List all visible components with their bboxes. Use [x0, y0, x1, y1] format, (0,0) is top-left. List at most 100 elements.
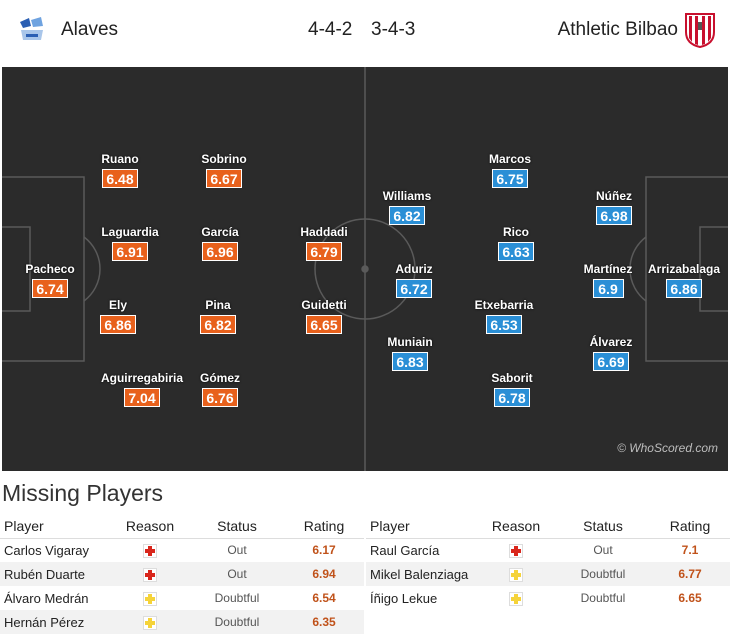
player-rating: 6.53 [486, 315, 522, 334]
table-header-row: Player Reason Status Rating [0, 514, 364, 539]
player-marker[interactable]: Rico 6.63 [471, 225, 561, 262]
home-formation: 4-4-2 [308, 19, 353, 40]
away-team-name[interactable]: Athletic Bilbao [557, 19, 678, 40]
missing-rating: 6.94 [284, 562, 364, 586]
missing-reason [110, 562, 190, 586]
injury-cross-icon [143, 544, 157, 559]
player-rating: 6.98 [596, 206, 632, 225]
player-rating: 6.79 [306, 242, 342, 261]
col-player-header[interactable]: Player [0, 514, 110, 539]
player-marker[interactable]: Guidetti 6.65 [279, 298, 369, 335]
player-marker[interactable]: Aduriz 6.72 [369, 262, 459, 299]
missing-status: Doubtful [214, 591, 260, 605]
missing-reason [110, 610, 190, 634]
missing-rating: 6.17 [312, 543, 336, 558]
table-row: Álvaro Medrán Doubtful 6.54 [0, 586, 364, 610]
table-row: Hernán Pérez Doubtful 6.35 [0, 610, 364, 634]
player-name: Aduriz [395, 262, 433, 276]
player-marker[interactable]: Sobrino 6.67 [179, 152, 269, 189]
player-name: Arrizabalaga [647, 262, 721, 276]
player-marker[interactable]: Arrizabalaga 6.86 [639, 262, 728, 299]
athletic-crest-icon [685, 13, 715, 48]
player-rating: 6.91 [112, 242, 148, 261]
home-missing-table: Player Reason Status Rating Carlos Vigar… [0, 514, 364, 634]
player-name: Rico [502, 225, 529, 239]
col-status-header[interactable]: Status [190, 514, 284, 539]
player-marker[interactable]: Álvarez 6.69 [566, 335, 656, 372]
injury-cross-icon [509, 544, 523, 559]
missing-reason [476, 538, 556, 562]
col-player-header[interactable]: Player [366, 514, 476, 539]
player-name: Muniain [387, 335, 433, 349]
player-rating: 6.83 [392, 352, 428, 371]
player-marker[interactable]: Martínez 6.9 [563, 262, 653, 299]
col-status-header[interactable]: Status [556, 514, 650, 539]
missing-rating: 6.54 [312, 591, 336, 605]
player-marker[interactable]: Marcos 6.75 [465, 152, 555, 189]
player-name: Pina [205, 298, 231, 312]
match-header: Alaves 4-4-2 3-4-3 Athletic Bilbao [0, 0, 730, 66]
player-rating: 6.48 [102, 169, 138, 188]
player-name: Williams [382, 189, 432, 203]
table-row: Íñigo Lekue Doubtful 6.65 [366, 586, 730, 610]
player-name: Sobrino [201, 152, 247, 166]
doubtful-cross-icon [509, 591, 523, 606]
player-rating: 6.86 [666, 279, 702, 298]
player-rating: 6.9 [592, 279, 624, 298]
missing-player-name[interactable]: Álvaro Medrán [4, 590, 89, 606]
player-marker[interactable]: Ruano 6.48 [75, 152, 165, 189]
player-marker[interactable]: Williams 6.82 [362, 189, 452, 226]
player-name: Aguirregabiria [100, 371, 184, 385]
player-name: García [201, 225, 239, 239]
missing-player-name[interactable]: Íñigo Lekue [370, 590, 438, 606]
player-marker[interactable]: García 6.96 [175, 225, 265, 262]
missing-rating: 6.65 [678, 591, 702, 605]
player-name: Martínez [583, 262, 633, 276]
player-name: Ruano [101, 152, 139, 166]
missing-status: Out [593, 543, 613, 558]
missing-status: Doubtful [190, 610, 284, 634]
injury-cross-icon [143, 567, 157, 582]
player-marker[interactable]: Ely 6.86 [73, 298, 163, 335]
player-marker[interactable]: Etxebarria 6.53 [459, 298, 549, 335]
player-rating: 6.96 [202, 242, 238, 261]
player-marker[interactable]: Pina 6.82 [173, 298, 263, 335]
col-rating-header[interactable]: Rating [284, 514, 364, 539]
player-rating: 6.75 [492, 169, 528, 188]
missing-player-name[interactable]: Raul García [370, 542, 440, 558]
alaves-crest-icon [20, 17, 43, 40]
missing-rating: 6.35 [284, 610, 364, 634]
missing-status: Doubtful [556, 562, 650, 586]
watermark: © WhoScored.com [617, 441, 718, 455]
player-marker[interactable]: Gómez 6.76 [175, 371, 265, 408]
player-rating: 6.76 [202, 388, 238, 407]
missing-player-name[interactable]: Rubén Duarte [0, 562, 110, 586]
player-marker[interactable]: Aguirregabiria 7.04 [97, 371, 187, 408]
player-rating: 6.67 [206, 169, 242, 188]
missing-reason [476, 562, 556, 586]
player-name: Álvarez [589, 335, 633, 349]
col-reason-header[interactable]: Reason [110, 514, 190, 539]
missing-player-name[interactable]: Carlos Vigaray [4, 542, 90, 558]
player-name: Guidetti [301, 298, 347, 312]
missing-status: Out [190, 562, 284, 586]
missing-player-name[interactable]: Hernán Pérez [0, 610, 110, 634]
player-marker[interactable]: Saborit 6.78 [467, 371, 557, 408]
missing-rating: 6.77 [650, 562, 730, 586]
player-marker[interactable]: Haddadi 6.79 [279, 225, 369, 262]
player-marker[interactable]: Núñez 6.98 [569, 189, 659, 226]
col-reason-header[interactable]: Reason [476, 514, 556, 539]
missing-player-name[interactable]: Mikel Balenziaga [366, 562, 476, 586]
player-rating: 6.82 [200, 315, 236, 334]
pitch: Pacheco 6.74 Ruano 6.48 Laguardia 6.91 Ely 6.86… [2, 67, 728, 471]
player-marker[interactable]: Laguardia 6.91 [85, 225, 175, 262]
player-marker[interactable]: Muniain 6.83 [365, 335, 455, 372]
player-marker[interactable]: Pacheco 6.74 [5, 262, 95, 299]
player-name: Pacheco [25, 262, 75, 276]
player-rating: 6.63 [498, 242, 534, 261]
missing-reason [110, 586, 190, 610]
player-name: Haddadi [300, 225, 348, 239]
col-rating-header[interactable]: Rating [650, 514, 730, 539]
home-team-name[interactable]: Alaves [61, 19, 119, 40]
player-name: Gómez [199, 371, 240, 385]
